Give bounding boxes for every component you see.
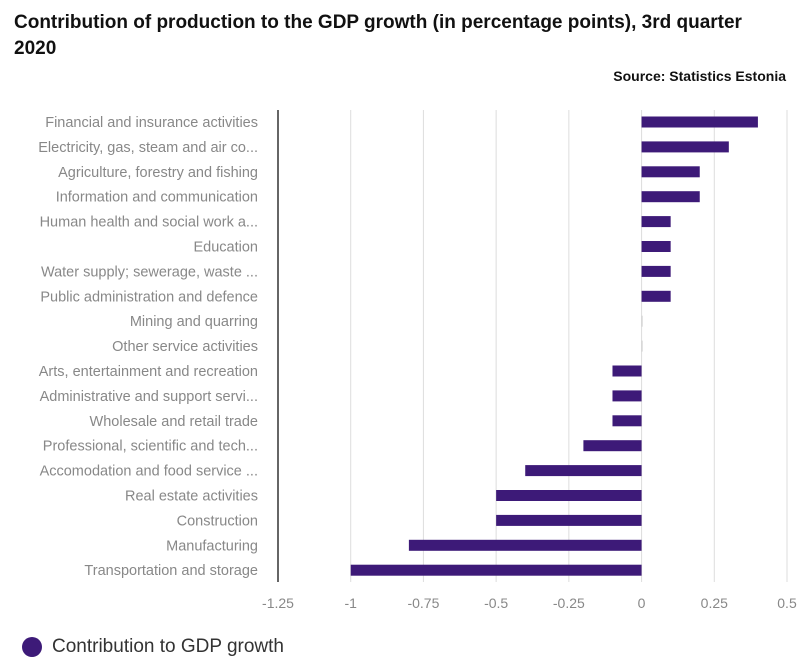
x-tick-label: -0.25 <box>553 595 585 611</box>
x-tick-label: -0.75 <box>407 595 439 611</box>
category-label: Accomodation and food service ... <box>40 464 258 480</box>
category-label: Electricity, gas, steam and air co... <box>38 140 258 156</box>
category-label: Professional, scientific and tech... <box>43 439 258 455</box>
category-label: Arts, entertainment and recreation <box>39 364 258 380</box>
bar[interactable] <box>641 241 671 252</box>
bar[interactable] <box>612 415 642 427</box>
grid-lines <box>350 110 788 582</box>
category-label: Public administration and defence <box>40 289 258 305</box>
category-label: Real estate activities <box>125 489 258 505</box>
category-label: Administrative and support servi... <box>40 389 258 405</box>
bar[interactable] <box>496 490 642 501</box>
category-label: Information and communication <box>56 190 258 206</box>
legend-swatch <box>22 637 42 657</box>
category-label: Other service activities <box>112 339 258 355</box>
category-label: Transportation and storage <box>84 563 258 579</box>
bar[interactable] <box>641 216 671 228</box>
bar[interactable] <box>612 365 642 377</box>
bar[interactable] <box>641 315 643 327</box>
category-label: Mining and quarring <box>130 314 258 330</box>
bar[interactable] <box>641 340 643 352</box>
bar[interactable] <box>612 390 642 402</box>
x-tick-label: -0.5 <box>484 595 508 611</box>
category-label: Wholesale and retail trade <box>90 414 258 430</box>
bar[interactable] <box>525 465 642 477</box>
bar[interactable] <box>641 191 700 203</box>
category-label: Construction <box>177 513 258 529</box>
legend-label: Contribution to GDP growth <box>52 636 284 657</box>
x-tick-labels: -1.25 -1 -0.75 -0.5 -0.25 0 0.25 0.5 <box>262 595 797 611</box>
x-tick-label: -1 <box>344 595 357 611</box>
x-tick-label: 0.5 <box>777 595 797 611</box>
bar[interactable] <box>496 514 642 526</box>
legend[interactable]: Contribution to GDP growth <box>22 636 284 658</box>
x-tick-label: 0.25 <box>701 595 728 611</box>
category-label: Water supply; sewerage, waste ... <box>41 264 258 280</box>
category-label: Education <box>194 240 259 256</box>
category-label: Human health and social work a... <box>40 215 258 231</box>
source-note: Source: Statistics Estonia <box>613 68 786 84</box>
bar[interactable] <box>641 265 671 277</box>
category-label: Financial and insurance activities <box>45 115 258 131</box>
bar[interactable] <box>350 564 642 576</box>
bars <box>350 116 758 576</box>
bar[interactable] <box>408 539 642 551</box>
category-labels: Financial and insurance activities Electr… <box>38 115 258 579</box>
bar[interactable] <box>641 141 729 153</box>
bar[interactable] <box>641 116 758 128</box>
x-tick-label: 0 <box>638 595 646 611</box>
category-label: Agriculture, forestry and fishing <box>58 165 258 181</box>
category-label: Manufacturing <box>166 538 258 554</box>
bar[interactable] <box>641 166 700 178</box>
bar[interactable] <box>583 440 642 452</box>
bar[interactable] <box>641 290 671 302</box>
chart-title: Contribution of production to the GDP gr… <box>14 12 742 59</box>
x-tick-label: -1.25 <box>262 595 294 611</box>
